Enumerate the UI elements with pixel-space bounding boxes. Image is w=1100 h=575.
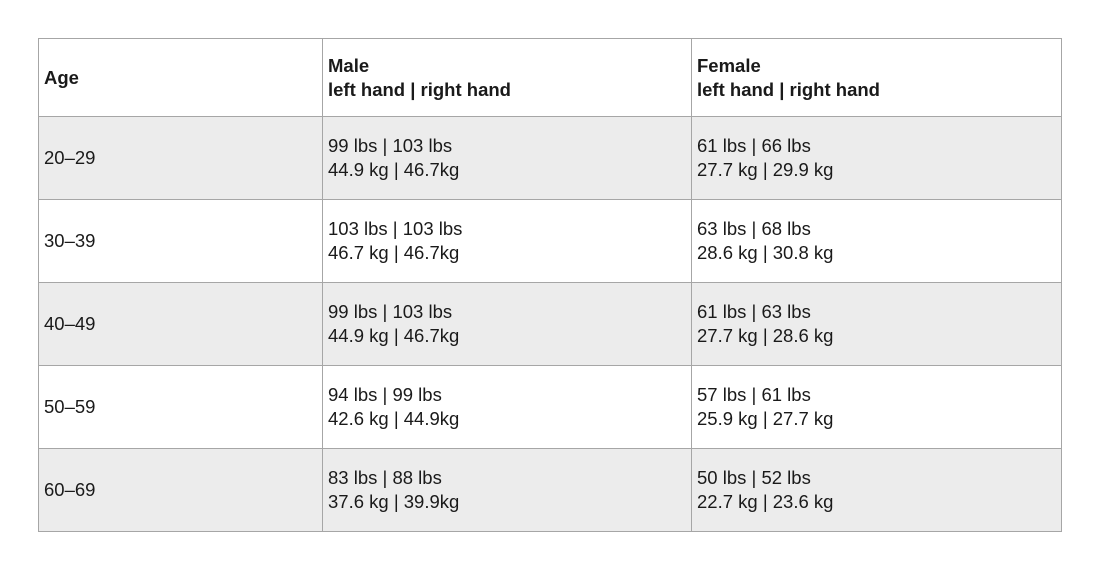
cell-line: 27.7 kg | 29.9 kg: [697, 159, 834, 180]
table-cell: 61 lbs | 63 lbs 27.7 kg | 28.6 kg: [691, 282, 1062, 366]
table-cell: 30–39: [38, 199, 323, 283]
table-cell: 50–59: [38, 365, 323, 449]
table-row: 30–39 103 lbs | 103 lbs 46.7 kg | 46.7kg 63…: [38, 199, 1062, 283]
header-row: Age Male left hand | right hand Female left …: [38, 38, 1062, 117]
table-cell: 103 lbs | 103 lbs 46.7 kg | 46.7kg: [322, 199, 692, 283]
table-cell: 61 lbs | 66 lbs 27.7 kg | 29.9 kg: [691, 116, 1062, 200]
header-cell: Female left hand | right hand: [691, 38, 1062, 117]
table-cell: 99 lbs | 103 lbs 44.9 kg | 46.7kg: [322, 116, 692, 200]
cell-line: 44.9 kg | 46.7kg: [328, 159, 460, 180]
cell-line: 99 lbs | 103 lbs: [328, 301, 453, 322]
cell-line: 22.7 kg | 23.6 kg: [697, 491, 834, 512]
table-cell: 57 lbs | 61 lbs 25.9 kg | 27.7 kg: [691, 365, 1062, 449]
table-cell: 40–49: [38, 282, 323, 366]
table-row: 20–29 99 lbs | 103 lbs 44.9 kg | 46.7kg 61 …: [38, 116, 1062, 200]
cell-line: 83 lbs | 88 lbs: [328, 467, 442, 488]
header-cell: Male left hand | right hand: [322, 38, 692, 117]
table-row: 50–59 94 lbs | 99 lbs 42.6 kg | 44.9kg 57 l…: [38, 365, 1062, 449]
cell-line: 42.6 kg | 44.9kg: [328, 408, 460, 429]
header-cell: Age: [38, 38, 323, 117]
cell-line: 25.9 kg | 27.7 kg: [697, 408, 834, 429]
cell-line: 46.7 kg | 46.7kg: [328, 242, 460, 263]
cell-line: 27.7 kg | 28.6 kg: [697, 325, 834, 346]
cell-line: 61 lbs | 63 lbs: [697, 301, 811, 322]
cell-line: 94 lbs | 99 lbs: [328, 384, 442, 405]
cell-line: 103 lbs | 103 lbs: [328, 218, 463, 239]
cell-line: 50 lbs | 52 lbs: [697, 467, 811, 488]
cell-line: 44.9 kg | 46.7kg: [328, 325, 460, 346]
table-cell: 83 lbs | 88 lbs 37.6 kg | 39.9kg: [322, 448, 692, 532]
cell-line: 37.6 kg | 39.9kg: [328, 491, 460, 512]
grip-strength-table: Age Male left hand | right hand Female left …: [38, 38, 1062, 532]
cell-line: 28.6 kg | 30.8 kg: [697, 242, 834, 263]
table-cell: 63 lbs | 68 lbs 28.6 kg | 30.8 kg: [691, 199, 1062, 283]
table-cell: 94 lbs | 99 lbs 42.6 kg | 44.9kg: [322, 365, 692, 449]
cell-line: 57 lbs | 61 lbs: [697, 384, 811, 405]
table-cell: 50 lbs | 52 lbs 22.7 kg | 23.6 kg: [691, 448, 1062, 532]
cell-line: 63 lbs | 68 lbs: [697, 218, 811, 239]
cell-line: 99 lbs | 103 lbs: [328, 135, 453, 156]
cell-line: Male: [328, 54, 370, 76]
cell-line: left hand | right hand: [328, 78, 511, 100]
cell-line: left hand | right hand: [697, 78, 880, 100]
table-row: 60–69 83 lbs | 88 lbs 37.6 kg | 39.9kg 50 l…: [38, 448, 1062, 532]
table-cell: 99 lbs | 103 lbs 44.9 kg | 46.7kg: [322, 282, 692, 366]
table-cell: 20–29: [38, 116, 323, 200]
table-header: Age Male left hand | right hand Female left …: [38, 38, 1062, 117]
table-row: 40–49 99 lbs | 103 lbs 44.9 kg | 46.7kg 61 …: [38, 282, 1062, 366]
cell-line: 61 lbs | 66 lbs: [697, 135, 811, 156]
cell-line: Female: [697, 54, 761, 76]
table-body: 20–29 99 lbs | 103 lbs 44.9 kg | 46.7kg 61 …: [38, 116, 1062, 532]
table-cell: 60–69: [38, 448, 323, 532]
